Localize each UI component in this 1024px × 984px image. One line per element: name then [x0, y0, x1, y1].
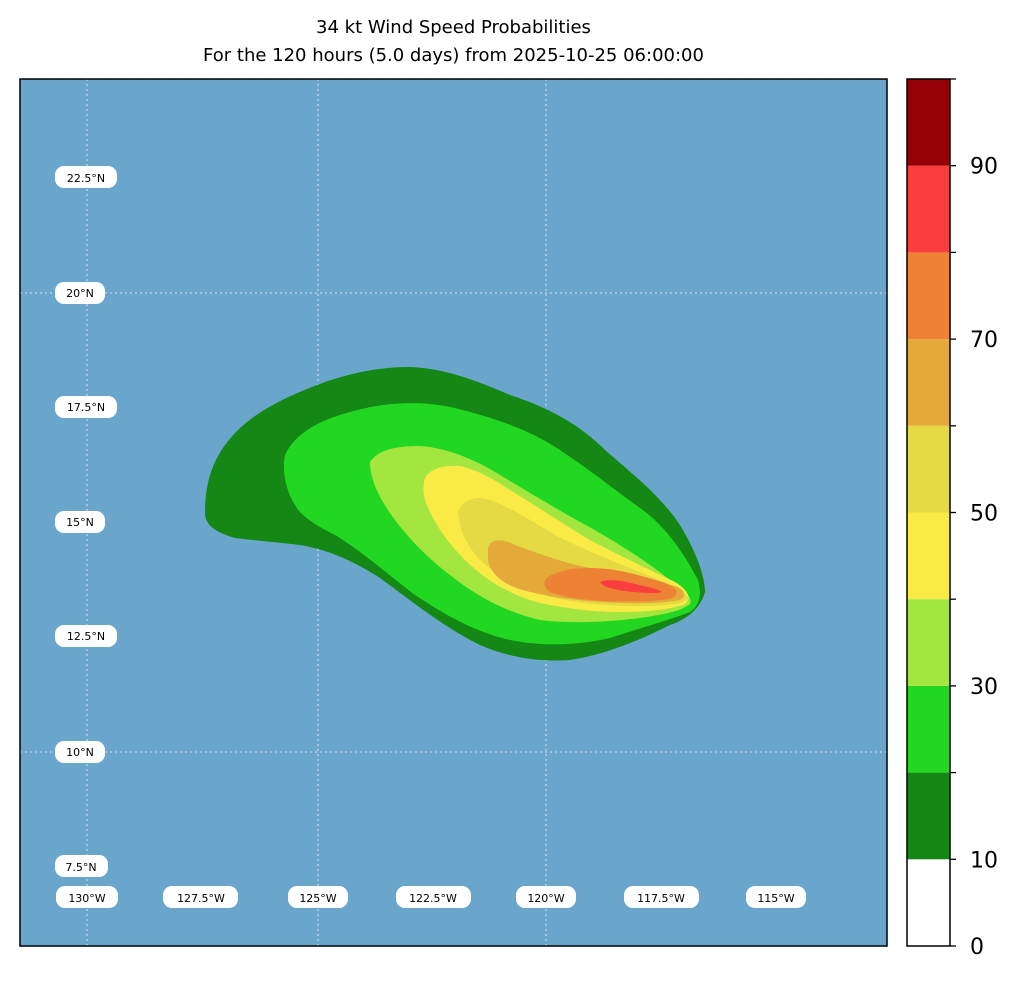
- svg-text:127.5°W: 127.5°W: [177, 892, 225, 905]
- lon-label-115w: 115°W: [746, 886, 806, 908]
- colorbar-label-50: 50: [970, 502, 998, 527]
- colorbar-label-30: 30: [970, 675, 998, 700]
- colorbar-band-30: [907, 599, 950, 686]
- lat-label-20n: 20°N: [55, 282, 105, 304]
- svg-text:20°N: 20°N: [66, 287, 94, 300]
- chart-subtitle: For the 120 hours (5.0 days) from 2025-1…: [203, 45, 704, 66]
- lon-label-125w: 125°W: [288, 886, 348, 908]
- colorbar-band-20: [907, 685, 950, 773]
- colorbar-label-0: 0: [970, 935, 984, 960]
- colorbar-band-50: [907, 425, 950, 513]
- lon-label-130w: 130°W: [56, 886, 118, 908]
- svg-text:17.5°N: 17.5°N: [67, 401, 105, 414]
- svg-text:10°N: 10°N: [66, 746, 94, 759]
- lat-label-17-5n: 17.5°N: [55, 396, 117, 418]
- svg-text:122.5°W: 122.5°W: [409, 892, 457, 905]
- svg-text:12.5°N: 12.5°N: [67, 630, 105, 643]
- lat-label-15n: 15°N: [55, 511, 105, 533]
- svg-text:15°N: 15°N: [66, 516, 94, 529]
- svg-text:115°W: 115°W: [757, 892, 794, 905]
- colorbar-band-40: [907, 512, 950, 600]
- colorbar-band-60: [907, 339, 950, 426]
- svg-text:22.5°N: 22.5°N: [67, 172, 105, 185]
- latitude-labels: 22.5°N 20°N 17.5°N 15°N 12.5°N 10°N 7.5°…: [55, 166, 117, 877]
- svg-text:125°W: 125°W: [299, 892, 336, 905]
- svg-text:130°W: 130°W: [68, 892, 105, 905]
- longitude-labels: 130°W 127.5°W 125°W 122.5°W 120°W 117.5°…: [56, 886, 806, 908]
- svg-text:7.5°N: 7.5°N: [65, 861, 96, 874]
- colorbar-band-0: [907, 859, 950, 946]
- svg-text:120°W: 120°W: [527, 892, 564, 905]
- colorbar: 0 10 30 50 70 90: [906, 78, 998, 960]
- lat-label-12-5n: 12.5°N: [55, 625, 117, 647]
- colorbar-band-70: [907, 252, 950, 340]
- lon-label-127-5w: 127.5°W: [163, 886, 238, 908]
- colorbar-band-80: [907, 165, 950, 253]
- lat-label-10n: 10°N: [55, 741, 105, 763]
- lon-label-122-5w: 122.5°W: [396, 886, 471, 908]
- probability-contours: [205, 367, 705, 661]
- svg-text:117.5°W: 117.5°W: [637, 892, 685, 905]
- chart-title: 34 kt Wind Speed Probabilities: [316, 17, 591, 38]
- lon-label-120w: 120°W: [516, 886, 576, 908]
- colorbar-band-10: [907, 772, 950, 860]
- lat-label-7-5n: 7.5°N: [55, 855, 108, 877]
- colorbar-label-70: 70: [970, 328, 998, 353]
- lon-label-117-5w: 117.5°W: [624, 886, 699, 908]
- colorbar-label-90: 90: [970, 155, 998, 180]
- lat-label-22-5n: 22.5°N: [55, 166, 117, 188]
- colorbar-label-10: 10: [970, 848, 998, 873]
- map-frame: [19, 78, 888, 947]
- contour-80: [600, 580, 662, 594]
- colorbar-band-90: [907, 79, 950, 166]
